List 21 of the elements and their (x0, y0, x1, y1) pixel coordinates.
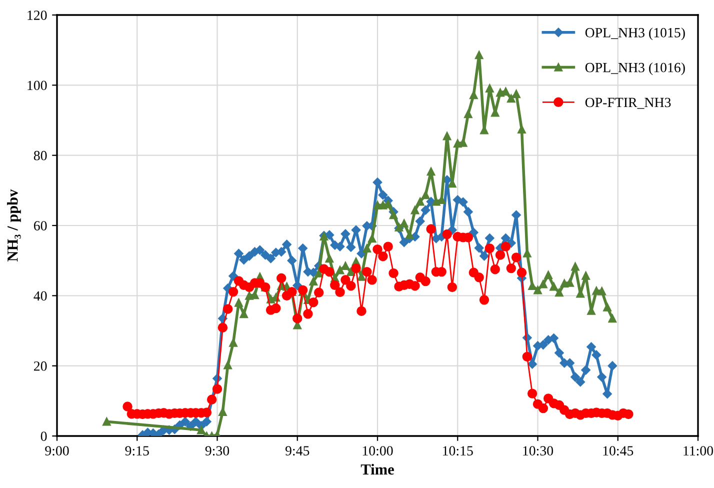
x-tick-label: 9:30 (205, 446, 230, 456)
x-tick-label: 10:45 (603, 446, 634, 456)
y-tick-label: 0 (40, 432, 47, 441)
y-axis-title: NH₃ / ppbv (7, 189, 21, 262)
legend-label: OPL_NH3 (1015) (585, 28, 685, 40)
x-tick-label: 11:00 (684, 446, 714, 456)
x-tick-label: 9:45 (285, 446, 310, 456)
y-tick-label: 120 (28, 10, 47, 20)
x-tick-label: 9:00 (45, 446, 69, 456)
x-tick-label: 10:15 (443, 446, 473, 456)
y-tick-label: 100 (28, 80, 47, 90)
x-axis-title: Time (360, 464, 394, 475)
x-tick-label: 10:00 (362, 446, 393, 456)
x-tick-label: 10:30 (523, 446, 554, 456)
x-tick-label: 9:15 (125, 446, 149, 456)
y-tick-label: 20 (34, 361, 47, 371)
y-tick-label: 60 (34, 221, 47, 230)
legend-label: OP-FTIR_NH3 (585, 98, 671, 109)
legend-label: OPL_NH3 (1016) (585, 62, 685, 76)
y-tick-label: 80 (34, 150, 47, 160)
y-tick-label: 40 (34, 291, 47, 301)
